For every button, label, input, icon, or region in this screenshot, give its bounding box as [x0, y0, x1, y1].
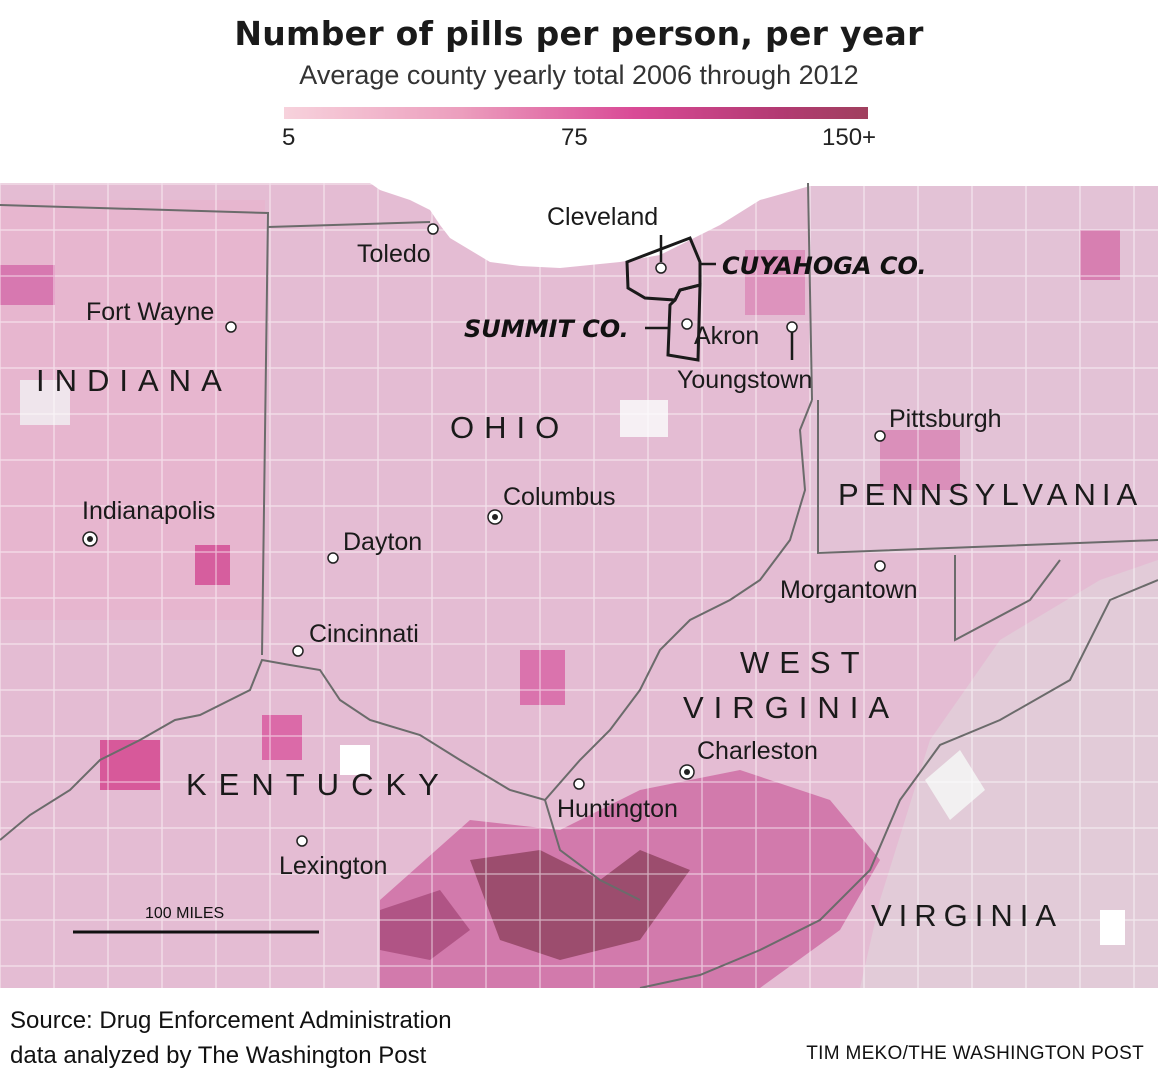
highlighted-counties — [625, 236, 702, 362]
state-label-virginia-wv: VIRGINIA — [683, 690, 900, 725]
marker-cleveland — [655, 262, 667, 274]
map-subtitle: Average county yearly total 2006 through… — [299, 60, 859, 90]
lake-erie — [370, 183, 1158, 268]
marker-pittsburgh — [874, 430, 886, 442]
city-label-columbus: Columbus — [503, 483, 616, 511]
city-label-charleston: Charleston — [697, 737, 818, 765]
marker-cincinnati — [292, 645, 304, 657]
choropleth-map — [0, 183, 1158, 988]
marker-fort-wayne — [225, 321, 237, 333]
legend-min-label: 5 — [282, 124, 296, 151]
city-label-morgantown: Morgantown — [780, 576, 918, 604]
legend-mid-label: 75 — [561, 124, 588, 151]
state-label-indiana: INDIANA — [36, 363, 232, 398]
city-label-huntington: Huntington — [557, 795, 678, 823]
city-label-lexington: Lexington — [279, 852, 388, 880]
state-label-virginia: VIRGINIA — [871, 898, 1064, 933]
state-label-kentucky: KENTUCKY — [186, 767, 451, 802]
marker-lexington — [296, 835, 308, 847]
city-markers — [82, 223, 886, 847]
marker-indianapolis-dot — [87, 536, 93, 542]
county-label-cuyahoga: CUYAHOGA CO. — [722, 252, 927, 280]
marker-akron — [681, 318, 693, 330]
city-label-dayton: Dayton — [343, 528, 423, 556]
city-label-cincinnati: Cincinnati — [309, 620, 419, 648]
marker-charleston-dot — [684, 769, 690, 775]
marker-dayton — [327, 552, 339, 564]
source-note: Source: Drug Enforcement Administration … — [10, 1003, 452, 1073]
state-label-west: WEST — [740, 645, 870, 680]
legend-max-label: 150+ — [822, 124, 877, 151]
city-label-cleveland: Cleveland — [547, 203, 659, 231]
city-label-fort-wayne: Fort Wayne — [86, 298, 215, 326]
city-label-akron: Akron — [694, 322, 760, 350]
credit-line: TIM MEKO/THE WASHINGTON POST — [806, 1043, 1144, 1064]
state-label-ohio: OHIO — [450, 410, 570, 445]
county-leaders — [645, 235, 794, 360]
marker-huntington — [573, 778, 585, 790]
source-line-2: data analyzed by The Washington Post — [10, 1042, 427, 1069]
marker-morgantown — [874, 560, 886, 572]
map-svg — [0, 183, 1158, 988]
marker-youngstown — [786, 321, 798, 333]
marker-columbus-dot — [492, 514, 498, 520]
county-label-summit: SUMMIT CO. — [464, 315, 629, 343]
county-grid — [0, 183, 1158, 988]
state-borders — [0, 183, 1158, 988]
marker-toledo — [427, 223, 439, 235]
scale-bar-label: 100 MILES — [145, 905, 225, 922]
city-label-youngstown: Youngstown — [677, 366, 813, 394]
state-label-pennsylvania: PENNSYLVANIA — [838, 477, 1144, 512]
source-line-1: Source: Drug Enforcement Administration — [10, 1007, 452, 1034]
city-label-pittsburgh: Pittsburgh — [889, 405, 1002, 433]
legend-color-bar — [284, 107, 868, 119]
city-label-toledo: Toledo — [357, 240, 431, 268]
map-title: Number of pills per person, per year — [234, 14, 924, 53]
city-label-indianapolis: Indianapolis — [82, 497, 216, 525]
